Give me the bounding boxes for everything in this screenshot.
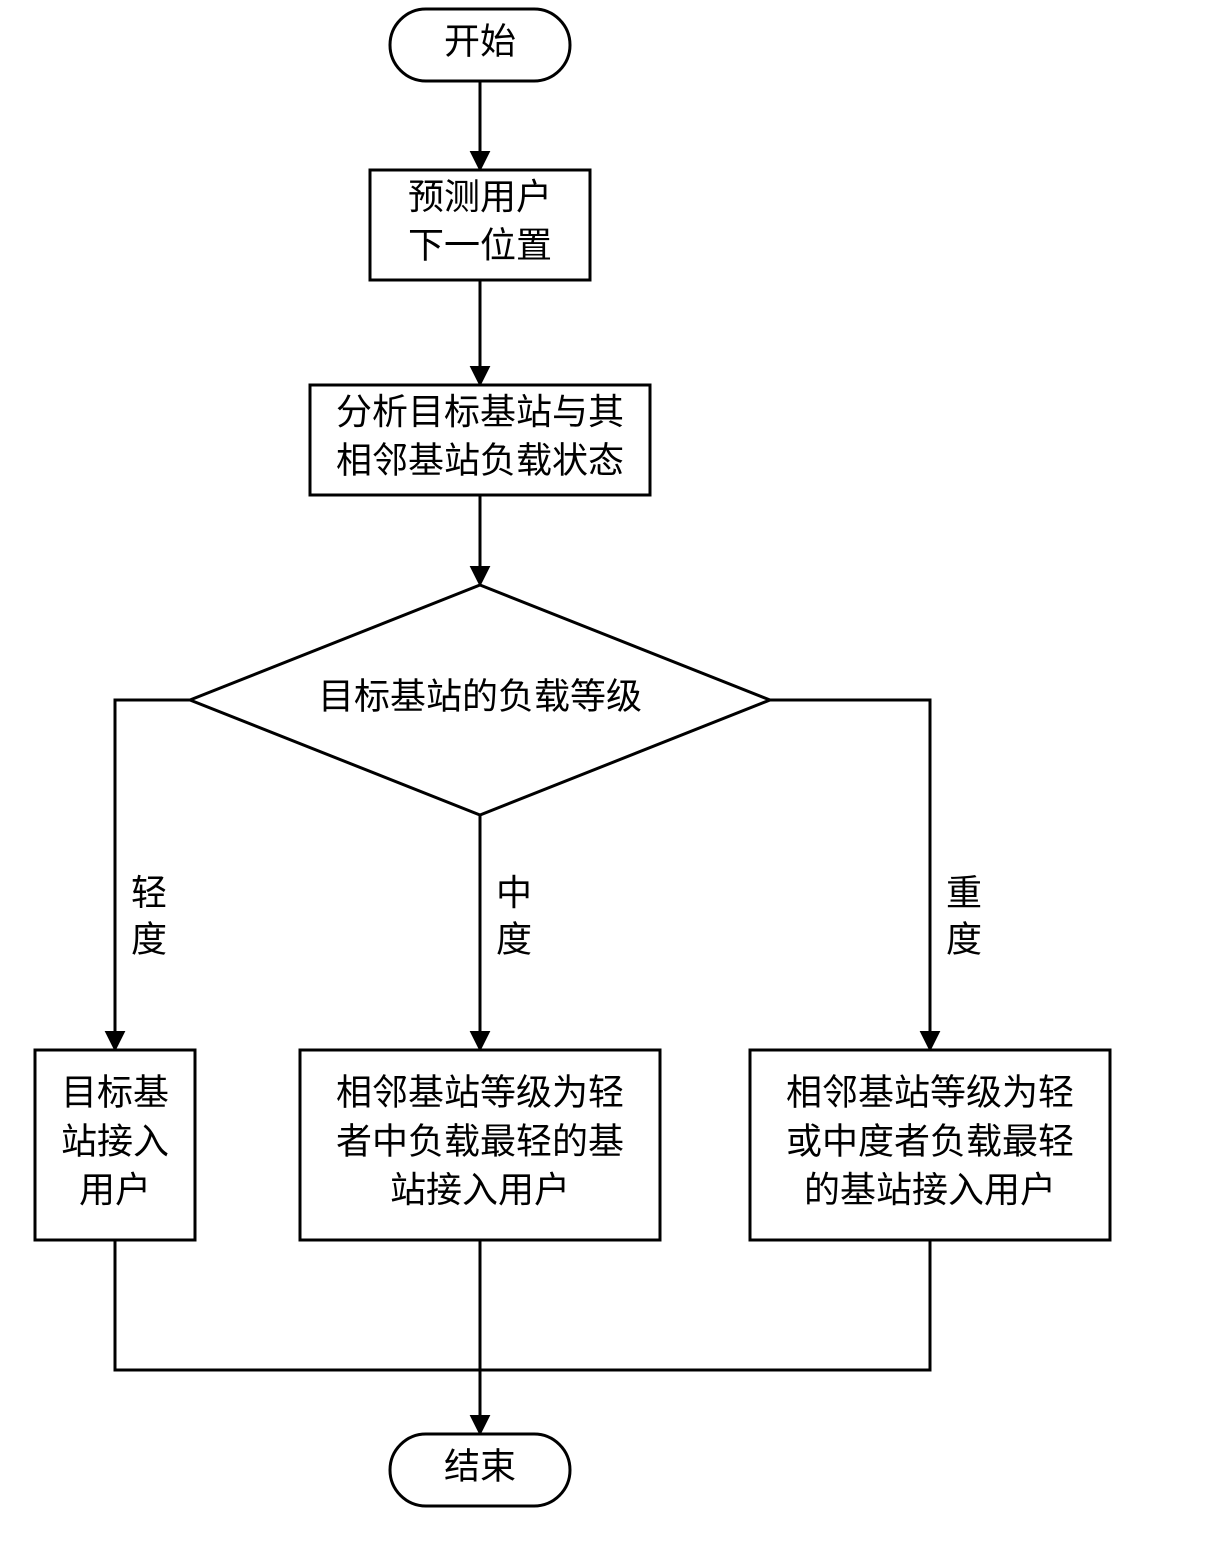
node-label-line: 相邻基站等级为轻	[786, 1073, 1074, 1113]
node-label-line: 用户	[79, 1170, 151, 1210]
node-analyze: 分析目标基站与其相邻基站负载状态	[310, 385, 650, 495]
node-label: 开始	[444, 21, 516, 61]
node-end: 结束	[390, 1434, 570, 1506]
node-light: 目标基站接入用户	[35, 1050, 195, 1240]
node-label-line: 相邻基站等级为轻	[336, 1073, 624, 1113]
node-label-line: 站接入	[61, 1121, 169, 1161]
node-medium: 相邻基站等级为轻者中负载最轻的基站接入用户	[300, 1050, 660, 1240]
edge	[115, 1240, 480, 1370]
node-label: 目标基站的负载等级	[318, 676, 642, 716]
node-label-line: 站接入用户	[390, 1170, 570, 1210]
node-heavy: 相邻基站等级为轻或中度者负载最轻的基站接入用户	[750, 1050, 1110, 1240]
branch-label-light: 度	[131, 920, 167, 960]
node-label-line: 预测用户	[408, 177, 552, 217]
node-label-line: 者中负载最轻的基	[336, 1121, 624, 1161]
flowchart-canvas: 开始结束预测用户下一位置分析目标基站与其相邻基站负载状态目标基站的负载等级目标基…	[0, 0, 1206, 1563]
branch-label-medium: 度	[496, 920, 532, 960]
node-label-line: 分析目标基站与其	[336, 392, 624, 432]
node-label-line: 相邻基站负载状态	[336, 441, 624, 481]
node-label: 结束	[444, 1446, 516, 1486]
node-predict: 预测用户下一位置	[370, 170, 590, 280]
branch-label-heavy: 度	[946, 920, 982, 960]
node-label-line: 或中度者负载最轻	[786, 1121, 1074, 1161]
node-start: 开始	[390, 9, 570, 81]
edge	[770, 700, 930, 1050]
edge	[480, 1240, 930, 1370]
node-label-line: 目标基	[61, 1073, 169, 1113]
branch-label-light: 轻	[131, 873, 167, 913]
branch-label-medium: 中	[496, 873, 532, 913]
node-label-line: 下一位置	[408, 226, 552, 266]
branch-label-heavy: 重	[946, 873, 982, 913]
node-label-line: 的基站接入用户	[804, 1170, 1056, 1210]
node-decision: 目标基站的负载等级	[190, 585, 770, 815]
